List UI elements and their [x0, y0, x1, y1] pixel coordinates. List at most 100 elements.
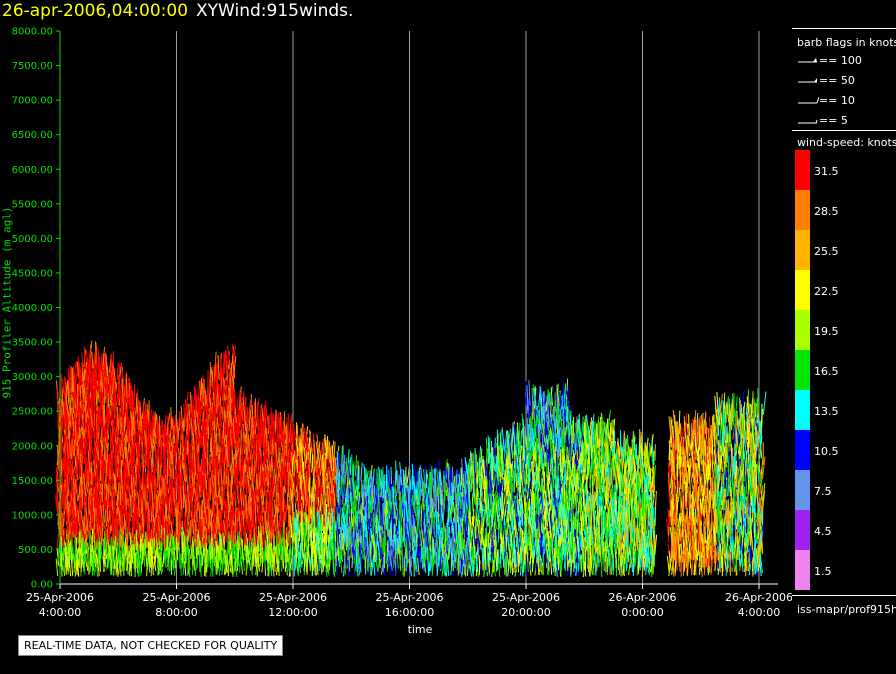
wind-barb [90, 440, 94, 457]
wind-barb [80, 510, 85, 532]
wind-barb [259, 504, 261, 523]
wind-barb [137, 491, 141, 517]
wind-barb [302, 423, 306, 447]
wind-barb [84, 431, 87, 455]
wind-barb [123, 412, 127, 428]
wind-barb [89, 371, 92, 391]
wind-barb [113, 473, 117, 497]
wind-barb [150, 482, 154, 501]
wind-barb [141, 461, 144, 478]
wind-barb [340, 478, 343, 496]
wind-barb [141, 533, 145, 556]
wind-barb [94, 369, 97, 386]
wind-barb [106, 411, 109, 435]
wind-barb [123, 549, 126, 571]
wind-barb [93, 447, 96, 469]
wind-barb [61, 524, 64, 546]
wind-barb [136, 389, 140, 410]
wind-barb [74, 413, 77, 439]
wind-barb [73, 439, 76, 456]
wind-barb [80, 366, 83, 386]
wind-barb [113, 366, 117, 390]
wind-barb [85, 350, 90, 374]
wind-barb [149, 541, 153, 563]
wind-barb [172, 548, 175, 565]
wind-barb [94, 483, 97, 509]
wind-barb [104, 354, 107, 369]
wind-barb [134, 407, 137, 427]
wind-barb [73, 361, 77, 379]
wind-barb [85, 461, 89, 478]
wind-barb [411, 524, 413, 551]
wind-barb [105, 352, 108, 377]
wind-barb [152, 429, 156, 452]
wind-barb [71, 499, 73, 515]
wind-barb [60, 459, 63, 476]
wind-barb [79, 514, 82, 532]
wind-barb [180, 553, 182, 576]
wind-barb [105, 427, 108, 444]
wind-barb [278, 411, 280, 435]
wind-barb [104, 413, 107, 430]
wind-barb [307, 545, 311, 571]
wind-barb [75, 515, 79, 538]
wind-barb [89, 509, 92, 531]
wind-barb [101, 522, 104, 543]
wind-barb [129, 389, 131, 406]
wind-barb [112, 371, 116, 390]
wind-barb [92, 545, 96, 564]
wind-barb [145, 451, 148, 467]
wind-barb [151, 520, 153, 538]
wind-barb [102, 346, 105, 370]
wind-barb [69, 522, 74, 547]
wind-barb [65, 464, 68, 489]
wind-barb [104, 440, 108, 460]
wind-barb [61, 548, 66, 571]
wind-barb [113, 422, 116, 439]
wind-barb [71, 438, 73, 460]
wind-barb [82, 473, 87, 497]
wind-barb [78, 438, 81, 456]
wind-barb [134, 496, 138, 514]
wind-barb [106, 374, 108, 391]
wind-barb [273, 416, 275, 432]
wind-barb [87, 409, 91, 424]
wind-barb [74, 476, 77, 494]
wind-barb [275, 409, 277, 430]
wind-barb [77, 509, 80, 527]
wind-barb [75, 553, 77, 569]
wind-barb [140, 538, 144, 560]
wind-barb [132, 390, 135, 411]
wind-barb [151, 514, 154, 540]
wind-barb [120, 552, 123, 571]
wind-barb [136, 398, 138, 414]
wind-barb [164, 449, 167, 472]
wind-barb [70, 469, 73, 493]
wind-barb [72, 397, 74, 414]
wind-barb [141, 501, 144, 527]
title-product: XYWind:915winds. [196, 1, 354, 21]
wind-barb [134, 549, 137, 569]
wind-barb [293, 425, 297, 447]
wind-barb [124, 534, 127, 552]
wind-barb [87, 450, 91, 473]
wind-barb [122, 417, 126, 438]
wind-barb [100, 520, 103, 539]
wind-barb [127, 545, 130, 564]
wind-barb [100, 451, 104, 475]
wind-barb [250, 393, 252, 419]
wind-barb [111, 500, 115, 523]
title-timestamp: 26-apr-2006,04:00:00 [2, 1, 189, 21]
wind-barb [168, 469, 171, 486]
wind-barb [156, 543, 159, 563]
wind-barb [95, 520, 99, 546]
wind-barb [127, 466, 132, 488]
wind-barb [209, 421, 212, 436]
wind-barb [157, 552, 161, 568]
wind-barb [256, 402, 259, 424]
wind-barb [119, 417, 122, 435]
wind-barb [129, 451, 134, 477]
wind-barb [125, 434, 128, 453]
wind-barb [115, 514, 119, 539]
wind-barb [106, 553, 109, 571]
